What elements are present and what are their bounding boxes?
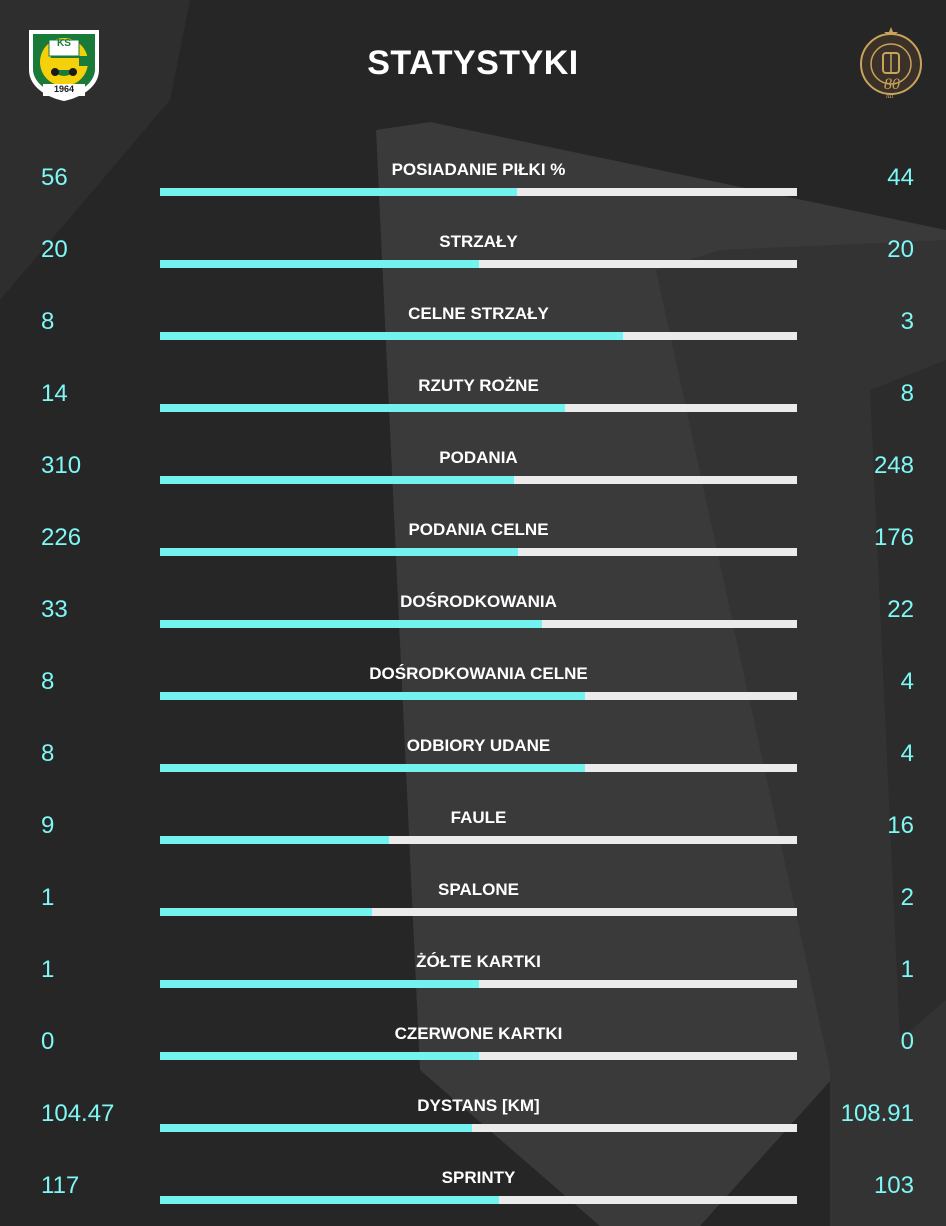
stat-label: SPALONE bbox=[438, 880, 519, 899]
comparison-bar bbox=[160, 476, 797, 484]
away-value: 2 bbox=[900, 884, 914, 911]
home-share-fill bbox=[160, 1052, 479, 1060]
away-crest-sub: lat bbox=[886, 92, 894, 100]
away-value: 0 bbox=[900, 1028, 914, 1055]
home-value: 1 bbox=[41, 956, 55, 983]
comparison-bar bbox=[160, 1052, 797, 1060]
comparison-bar bbox=[160, 404, 797, 412]
home-share-fill bbox=[160, 548, 518, 556]
comparison-bar bbox=[160, 1124, 797, 1132]
home-value: 310 bbox=[41, 452, 82, 479]
comparison-bar bbox=[160, 1196, 797, 1204]
comparison-bar bbox=[160, 980, 797, 988]
away-value: 248 bbox=[873, 452, 914, 479]
home-crest-letters: KS bbox=[57, 38, 71, 49]
stat-label: DOŚRODKOWANIA CELNE bbox=[369, 664, 588, 683]
stat-label: ŻÓŁTE KARTKI bbox=[416, 952, 541, 971]
stat-row-posiadanie-pilki: 56 POSIADANIE PIŁKI % 44 bbox=[0, 142, 946, 214]
home-value: 14 bbox=[41, 380, 68, 407]
home-value: 8 bbox=[41, 308, 55, 335]
away-value: 16 bbox=[887, 812, 914, 839]
stat-row-podania: 310 PODANIA 248 bbox=[0, 430, 946, 502]
home-share-fill bbox=[160, 764, 585, 772]
stat-label: SPRINTY bbox=[441, 1168, 516, 1187]
home-value: 104.47 bbox=[41, 1100, 115, 1127]
comparison-bar bbox=[160, 836, 797, 844]
comparison-bar bbox=[160, 260, 797, 268]
home-share-fill bbox=[160, 908, 373, 916]
comparison-bar bbox=[160, 692, 797, 700]
home-value: 9 bbox=[41, 812, 55, 839]
home-share-fill bbox=[160, 980, 479, 988]
home-value: 1 bbox=[41, 884, 55, 911]
home-share-fill bbox=[160, 836, 390, 844]
stat-label: CELNE STRZAŁY bbox=[408, 304, 549, 323]
home-share-fill bbox=[160, 260, 479, 268]
away-value: 4 bbox=[900, 668, 914, 695]
home-value: 0 bbox=[41, 1028, 55, 1055]
home-share-fill bbox=[160, 1124, 473, 1132]
home-value: 117 bbox=[41, 1172, 80, 1199]
away-value: 8 bbox=[900, 380, 914, 407]
home-value: 33 bbox=[41, 596, 68, 623]
stat-row-dosrodkowania-celne: 8 DOŚRODKOWANIA CELNE 4 bbox=[0, 646, 946, 718]
away-value: 103 bbox=[873, 1172, 914, 1199]
stat-label: STRZAŁY bbox=[439, 232, 518, 251]
comparison-bar bbox=[160, 908, 797, 916]
stat-label: PODANIA CELNE bbox=[408, 520, 549, 539]
away-crest-anniversary: 80 bbox=[884, 76, 900, 93]
stat-row-faule: 9 FAULE 16 bbox=[0, 790, 946, 862]
comparison-bar bbox=[160, 332, 797, 340]
stat-row-sprinty: 117 SPRINTY 103 bbox=[0, 1150, 946, 1222]
stat-row-strzaly: 20 STRZAŁY 20 bbox=[0, 214, 946, 286]
away-value: 22 bbox=[887, 596, 914, 623]
home-share-fill bbox=[160, 620, 543, 628]
away-value: 44 bbox=[887, 164, 914, 191]
stat-label: POSIADANIE PIŁKI % bbox=[391, 160, 566, 179]
comparison-bar bbox=[160, 764, 797, 772]
away-value: 4 bbox=[900, 740, 914, 767]
home-share-fill bbox=[160, 476, 515, 484]
home-share-fill bbox=[160, 188, 517, 196]
away-value: 108.91 bbox=[840, 1100, 914, 1127]
home-team-crest: KS 1964 bbox=[27, 26, 101, 102]
stat-row-czerwone-kartki: 0 CZERWONE KARTKI 0 bbox=[0, 1006, 946, 1078]
comparison-bar bbox=[160, 620, 797, 628]
stat-label: FAULE bbox=[450, 808, 507, 827]
home-value: 226 bbox=[41, 524, 82, 551]
away-value: 20 bbox=[887, 236, 914, 263]
stat-row-podania-celne: 226 PODANIA CELNE 176 bbox=[0, 502, 946, 574]
stat-row-celne-strzaly: 8 CELNE STRZAŁY 3 bbox=[0, 286, 946, 358]
home-value: 8 bbox=[41, 668, 55, 695]
stat-row-rzuty-rozne: 14 RZUTY ROŻNE 8 bbox=[0, 358, 946, 430]
home-share-fill bbox=[160, 404, 566, 412]
stat-label: RZUTY ROŻNE bbox=[418, 376, 539, 395]
stat-row-odbiory-udane: 8 ODBIORY UDANE 4 bbox=[0, 718, 946, 790]
away-team-crest: 80 lat bbox=[858, 26, 924, 102]
stat-row-dosrodkowania: 33 DOŚRODKOWANIA 22 bbox=[0, 574, 946, 646]
away-value: 3 bbox=[900, 308, 914, 335]
stat-row-dystans-km: 104.47 DYSTANS [KM] 108.91 bbox=[0, 1078, 946, 1150]
comparison-bar bbox=[160, 548, 797, 556]
stat-label: DYSTANS [KM] bbox=[417, 1096, 540, 1115]
home-value: 20 bbox=[41, 236, 68, 263]
comparison-bar bbox=[160, 188, 797, 196]
stat-label: ODBIORY UDANE bbox=[406, 736, 551, 755]
stat-row-spalone: 1 SPALONE 2 bbox=[0, 862, 946, 934]
home-share-fill bbox=[160, 1196, 499, 1204]
page-title: STATYSTYKI bbox=[367, 44, 579, 82]
home-value: 56 bbox=[41, 164, 68, 191]
home-value: 8 bbox=[41, 740, 55, 767]
stat-label: PODANIA bbox=[439, 448, 518, 467]
home-crest-year: 1964 bbox=[54, 84, 75, 94]
home-share-fill bbox=[160, 692, 585, 700]
away-value: 1 bbox=[900, 956, 914, 983]
home-share-fill bbox=[160, 332, 624, 340]
away-value: 176 bbox=[873, 524, 914, 551]
stat-row-zolte-kartki: 1 ŻÓŁTE KARTKI 1 bbox=[0, 934, 946, 1006]
stat-label: CZERWONE KARTKI bbox=[394, 1024, 563, 1043]
stat-label: DOŚRODKOWANIA bbox=[400, 592, 557, 611]
